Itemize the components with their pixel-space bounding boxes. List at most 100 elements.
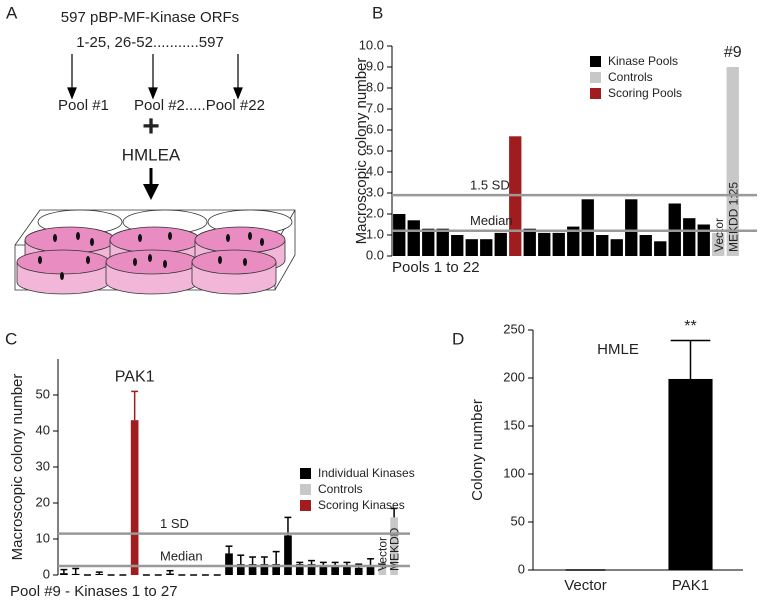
bar (393, 214, 406, 256)
bar (307, 564, 316, 575)
bar (95, 573, 104, 575)
y-tick-label: 3.0 (366, 184, 384, 199)
legend-swatch (300, 468, 311, 479)
category-label: MEKDD 1:25 (726, 182, 740, 252)
bar (422, 228, 435, 256)
y-tick-label: 9.0 (366, 58, 384, 73)
category-label: PAK1 (672, 577, 709, 594)
legend-swatch (590, 72, 601, 83)
legend-label: Scoring Pools (608, 86, 682, 100)
error-bar (166, 569, 174, 574)
y-tick-label: 0 (518, 561, 525, 576)
plus: + (142, 110, 160, 143)
y-axis-label: Macroscopic colony number (353, 58, 370, 245)
y-tick-label: 50 (511, 513, 525, 528)
panel-label: C (5, 329, 17, 348)
y-tick-label: 8.0 (366, 79, 384, 94)
bar (552, 232, 565, 256)
error-bar (237, 554, 245, 565)
bar (436, 228, 449, 256)
legend-swatch (590, 56, 601, 67)
y-tick-label: 150 (503, 417, 525, 432)
bar (272, 564, 281, 575)
bar (567, 226, 580, 256)
category-label: Vector (712, 218, 726, 252)
error-bar (296, 561, 304, 565)
big-arrow (143, 168, 159, 200)
bar (610, 239, 623, 256)
arrows (67, 54, 243, 100)
legend-swatch (590, 88, 601, 99)
bar (319, 566, 328, 575)
annotation: ** (684, 318, 696, 335)
bar (668, 378, 713, 570)
y-axis-label: Macroscopic colony number (9, 374, 26, 561)
y-tick-label: 7.0 (366, 100, 384, 115)
bar (130, 420, 139, 575)
error-bar (60, 568, 68, 574)
y-tick-label: 200 (503, 369, 525, 384)
reference-label: 1 SD (160, 516, 189, 531)
bar (366, 566, 375, 575)
y-tick-label: 6.0 (366, 121, 384, 136)
bar (331, 566, 339, 575)
bar (538, 232, 551, 256)
bar (248, 564, 257, 575)
diagram: 597 pBP-MF-Kinase ORFs 1-25, 26-52......… (14, 9, 296, 295)
dish-plate (14, 209, 296, 295)
y-tick-label: 1.0 (366, 226, 384, 241)
bar (295, 564, 304, 575)
y-tick-label: 10 (36, 530, 50, 545)
diagram-ranges: 1-25, 26-52...........597 (76, 34, 224, 51)
bar (465, 239, 478, 256)
cells: HMLEA (122, 145, 181, 164)
pool-label: Pool #1 (58, 97, 109, 114)
legend-swatch (300, 500, 311, 511)
y-tick-label: 5.0 (366, 142, 384, 157)
category-label: MEKDD (387, 527, 401, 571)
bar (284, 535, 292, 575)
annotation: #9 (724, 44, 742, 61)
bar (71, 573, 80, 575)
bar (494, 232, 507, 256)
bar (639, 235, 652, 256)
y-tick-label: 250 (503, 321, 525, 336)
legend-swatch (300, 484, 311, 495)
legend-label: Individual Kinases (318, 466, 415, 480)
legend-label: Scoring Kinases (318, 498, 405, 512)
panel-label: B (372, 3, 383, 22)
bar (378, 567, 387, 575)
bar (523, 228, 536, 256)
category-label: Vector (564, 577, 607, 594)
colonies (38, 232, 264, 280)
reference-label: Median (470, 213, 513, 228)
y-tick-label: 0 (43, 566, 50, 581)
y-tick-label: 10.0 (359, 37, 384, 52)
pool-label: Pool #2.....Pool #22 (134, 97, 265, 114)
error-bar (131, 390, 139, 421)
y-tick-label: 50 (36, 386, 50, 401)
bar (166, 573, 174, 575)
bar (480, 239, 493, 256)
reference-label: Median (160, 548, 203, 563)
error-bar (260, 556, 268, 565)
reference-label: 1.5 SD (470, 178, 510, 193)
bar (683, 218, 696, 256)
error-bar (225, 545, 233, 554)
error-bar (390, 507, 398, 518)
bar (354, 567, 363, 575)
bar (236, 564, 245, 575)
error-bar (272, 550, 280, 565)
error-bar (249, 556, 257, 565)
panel-label: D (452, 329, 464, 348)
y-tick-label: 2.0 (366, 205, 384, 220)
x-axis-label: Pool #9 - Kinases 1 to 27 (10, 583, 178, 600)
error-bar (72, 567, 80, 574)
bar (581, 199, 594, 256)
y-tick-label: 0.0 (366, 247, 384, 262)
bar (390, 517, 398, 575)
error-bar (95, 571, 103, 574)
bar (654, 241, 667, 256)
bar (407, 220, 420, 256)
